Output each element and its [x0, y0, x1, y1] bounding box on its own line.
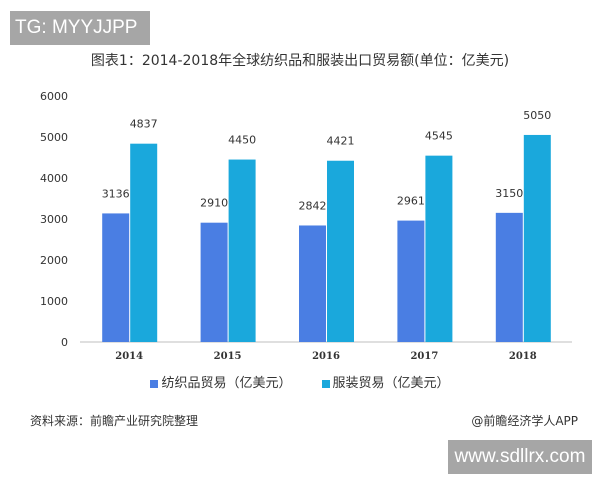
y-tick-label: 5000: [40, 131, 68, 144]
bar-2014-1: [130, 143, 158, 342]
bar-2017-1: [425, 155, 453, 342]
y-tick-label: 4000: [40, 172, 68, 185]
data-label: 5050: [523, 109, 551, 122]
data-label: 2961: [397, 195, 425, 208]
x-tick-label: 2015: [214, 351, 242, 362]
source-note: 资料来源：前瞻产业研究院整理: [30, 414, 199, 428]
x-tick-label: 2017: [410, 351, 438, 362]
watermark-bottom: www.sdllrx.com: [448, 440, 592, 474]
legend-swatch: [150, 379, 159, 388]
bar-2015-0: [200, 222, 228, 342]
x-tick-label: 2014: [115, 351, 143, 362]
bar-2015-1: [228, 159, 256, 342]
chart-title: 图表1：2014-2018年全球纺织品和服装出口贸易额(单位：亿美元): [90, 53, 510, 69]
legend-item-apparel: 服装贸易（亿美元）: [321, 372, 450, 391]
bar-2018-1: [523, 134, 551, 342]
bar-2014-0: [102, 213, 130, 342]
legend-label: 纺织品贸易（亿美元）: [161, 376, 292, 391]
bar-2016-0: [299, 225, 326, 342]
data-label: 2842: [299, 199, 327, 212]
legend-label: 服装贸易（亿美元）: [332, 376, 450, 391]
bar-2017-0: [397, 220, 425, 342]
data-label: 4421: [327, 135, 355, 148]
bar-2016-1: [327, 160, 354, 342]
bar-2018-0: [495, 212, 523, 342]
y-tick-label: 0: [61, 336, 68, 349]
data-label: 4837: [130, 118, 158, 131]
data-label: 4545: [425, 130, 453, 143]
legend-item-textile: 纺织品贸易（亿美元）: [150, 372, 292, 391]
y-tick-label: 3000: [40, 213, 68, 226]
data-label: 3136: [102, 187, 130, 200]
legend-swatch: [321, 379, 330, 388]
legend: 纺织品贸易（亿美元） 服装贸易（亿美元）: [0, 372, 600, 391]
x-tick-label: 2016: [312, 351, 340, 362]
data-label: 2910: [200, 197, 228, 210]
watermark-top: TG: MYYJJPP: [10, 11, 150, 45]
y-tick-label: 1000: [40, 295, 68, 308]
x-tick-label: 2018: [509, 351, 537, 362]
y-tick-label: 6000: [40, 90, 68, 103]
credit: @前瞻经济学人APP: [471, 414, 578, 428]
data-label: 3150: [495, 187, 523, 200]
data-label: 4450: [228, 134, 256, 147]
y-tick-label: 2000: [40, 254, 68, 267]
